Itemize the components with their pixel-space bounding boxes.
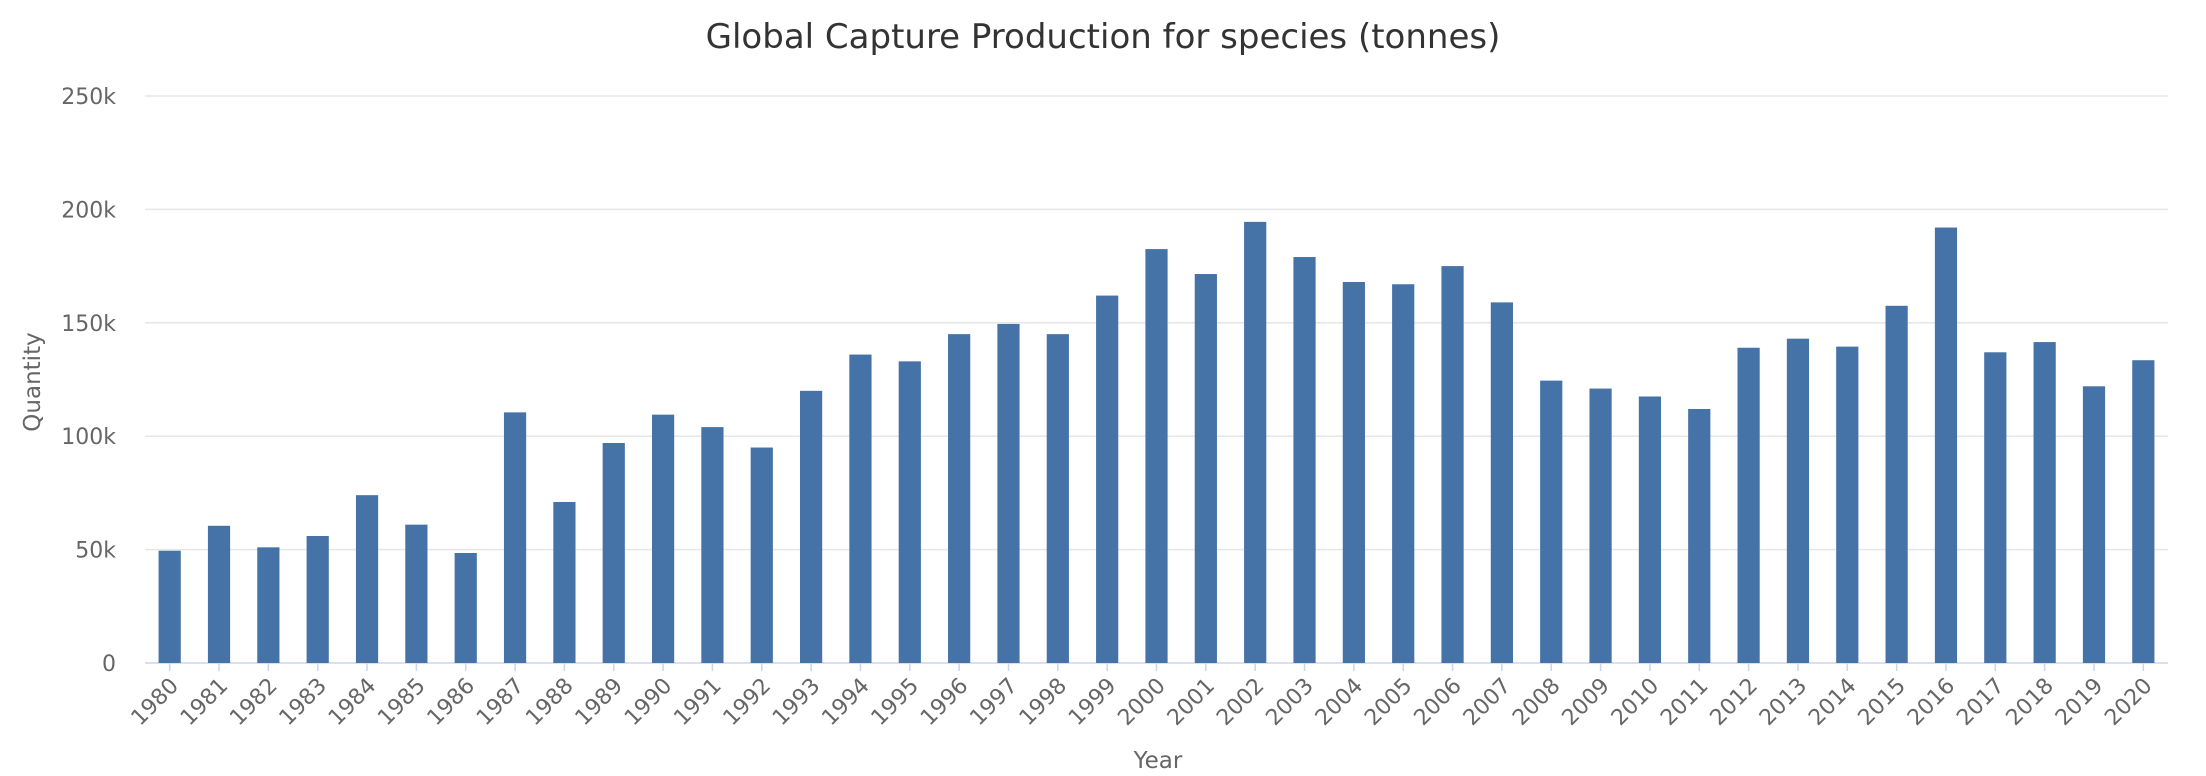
x-tick-label: 2014 — [1804, 674, 1861, 731]
bar-2017[interactable] — [1984, 352, 2007, 663]
x-tick-label: 1982 — [225, 674, 282, 731]
bar-1984[interactable] — [355, 495, 379, 663]
bar-1980[interactable] — [158, 550, 181, 663]
bar-2009[interactable] — [1589, 388, 1612, 663]
bar-2007[interactable] — [1490, 302, 1513, 663]
bar-2012[interactable] — [1737, 347, 1760, 663]
bar-1996[interactable] — [948, 334, 971, 663]
x-tick-label: 1991 — [669, 674, 726, 731]
bar-1992[interactable] — [750, 447, 773, 663]
x-tick-label: 1989 — [571, 674, 628, 731]
bar-2019[interactable] — [2082, 386, 2106, 663]
x-tick-label: 1988 — [521, 674, 578, 731]
x-tick-label: 2018 — [2002, 674, 2059, 731]
bar-2020[interactable] — [2132, 360, 2155, 663]
chart-title: Global Capture Production for species (t… — [706, 17, 1501, 57]
x-tick-label: 2006 — [1410, 674, 1467, 731]
x-tick-label: 2000 — [1113, 674, 1170, 731]
bar-1986[interactable] — [454, 553, 477, 663]
x-axis-ticks: 1980198119821983198419851986198719881989… — [127, 663, 2158, 731]
bar-1987[interactable] — [503, 412, 527, 663]
x-tick-label: 1998 — [1015, 674, 1072, 731]
bar-2001[interactable] — [1194, 274, 1217, 663]
bar-1995[interactable] — [898, 361, 921, 663]
x-tick-label: 1987 — [472, 674, 529, 731]
bar-2018[interactable] — [2033, 342, 2056, 663]
x-tick-label: 1983 — [275, 674, 332, 731]
bar-1983[interactable] — [306, 535, 329, 663]
bar-1990[interactable] — [651, 414, 675, 663]
bar-2011[interactable] — [1688, 408, 1711, 663]
bar-1989[interactable] — [602, 443, 625, 663]
bar-1994[interactable] — [849, 354, 872, 663]
x-axis-label: Year — [1133, 748, 1183, 774]
y-tick-label: 0 — [102, 652, 116, 677]
bar-1982[interactable] — [257, 547, 280, 663]
bar-1988[interactable] — [553, 501, 576, 663]
bar-2015[interactable] — [1885, 305, 1908, 663]
bar-2004[interactable] — [1342, 281, 1365, 663]
x-tick-label: 1985 — [373, 674, 430, 731]
bar-2005[interactable] — [1392, 284, 1415, 663]
x-tick-label: 1993 — [768, 674, 825, 731]
x-tick-label: 2017 — [1952, 674, 2009, 731]
bar-1985[interactable] — [405, 524, 428, 663]
x-tick-label: 1995 — [867, 674, 924, 731]
bar-1997[interactable] — [997, 323, 1020, 663]
x-tick-label: 2016 — [1903, 674, 1960, 731]
x-tick-label: 2007 — [1459, 674, 1516, 731]
x-tick-label: 2012 — [1706, 674, 1763, 731]
x-tick-label: 2002 — [1212, 674, 1269, 731]
bar-2013[interactable] — [1786, 338, 1810, 663]
bar-1991[interactable] — [701, 427, 724, 663]
x-tick-label: 2004 — [1311, 674, 1368, 731]
bar-1998[interactable] — [1046, 334, 1069, 663]
x-tick-label: 1999 — [1064, 674, 1121, 731]
bar-2006[interactable] — [1441, 266, 1464, 663]
x-tick-label: 1990 — [620, 674, 677, 731]
x-tick-label: 2001 — [1163, 674, 1220, 731]
bar-2002[interactable] — [1244, 221, 1267, 663]
bar-2000[interactable] — [1145, 249, 1168, 663]
x-tick-label: 2013 — [1755, 674, 1812, 731]
x-tick-label: 2009 — [1558, 674, 1615, 731]
x-tick-label: 2005 — [1360, 674, 1417, 731]
x-tick-label: 1986 — [423, 674, 480, 731]
bar-2010[interactable] — [1638, 396, 1662, 663]
bar-2014[interactable] — [1836, 346, 1859, 663]
bar-1981[interactable] — [207, 525, 231, 663]
x-tick-label: 2019 — [2051, 674, 2108, 731]
bar-1999[interactable] — [1096, 295, 1119, 663]
y-tick-label: 150k — [61, 312, 116, 337]
x-tick-label: 1980 — [127, 674, 184, 731]
bar-2016[interactable] — [1934, 227, 1958, 663]
y-axis-label: Quantity — [20, 332, 46, 431]
x-tick-label: 2020 — [2100, 674, 2157, 731]
y-tick-label: 250k — [61, 85, 116, 110]
x-tick-label: 2003 — [1261, 674, 1318, 731]
x-tick-label: 2011 — [1656, 674, 1713, 731]
x-tick-label: 1996 — [916, 674, 973, 731]
bar-2008[interactable] — [1540, 380, 1563, 663]
y-tick-label: 200k — [61, 198, 116, 223]
x-tick-label: 1997 — [965, 674, 1022, 731]
x-tick-label: 1981 — [176, 674, 233, 731]
bar-1993[interactable] — [800, 390, 823, 663]
y-axis-ticks: 0 50k 100k 150k 200k 250k — [61, 85, 116, 677]
y-tick-label: 100k — [61, 425, 116, 450]
x-tick-label: 2010 — [1607, 674, 1664, 731]
x-tick-label: 1994 — [817, 674, 874, 731]
x-tick-label: 2008 — [1508, 674, 1565, 731]
x-tick-label: 1984 — [324, 674, 381, 731]
bar-2003[interactable] — [1293, 257, 1316, 663]
x-tick-label: 2015 — [1854, 674, 1911, 731]
y-tick-label: 50k — [75, 539, 116, 564]
bars — [158, 221, 2155, 663]
x-tick-label: 1992 — [719, 674, 776, 731]
